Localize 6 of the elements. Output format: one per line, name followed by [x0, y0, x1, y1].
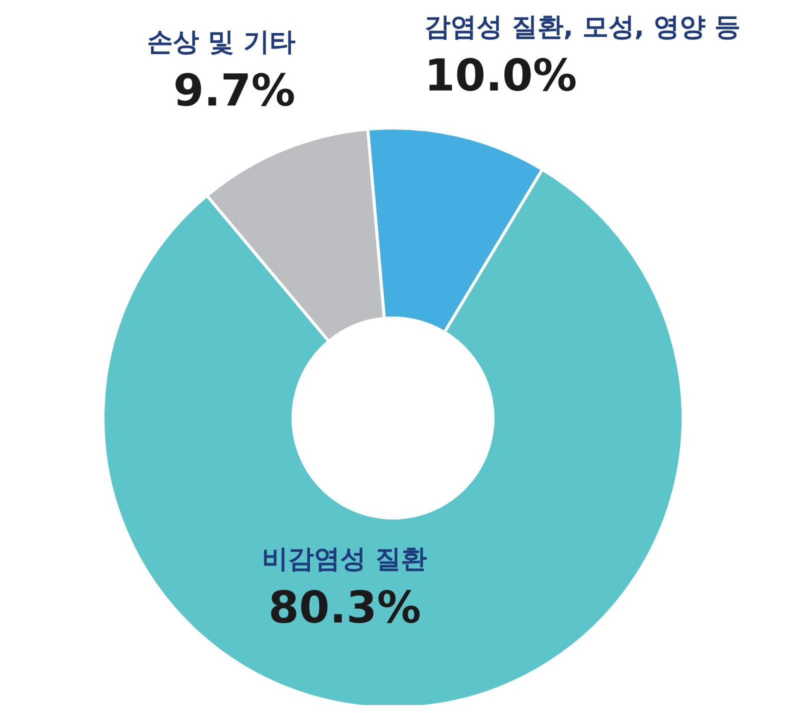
data-label: 9.7%: [173, 65, 296, 116]
data-label: 10.0%: [424, 50, 578, 102]
slice-label: 손상 및 기타: [147, 27, 296, 58]
slice-label: 비감염성 질환: [262, 544, 428, 574]
data-label: 80.3%: [268, 582, 422, 634]
slice-label: 감염성 질환, 모성, 영양 등: [424, 12, 740, 43]
